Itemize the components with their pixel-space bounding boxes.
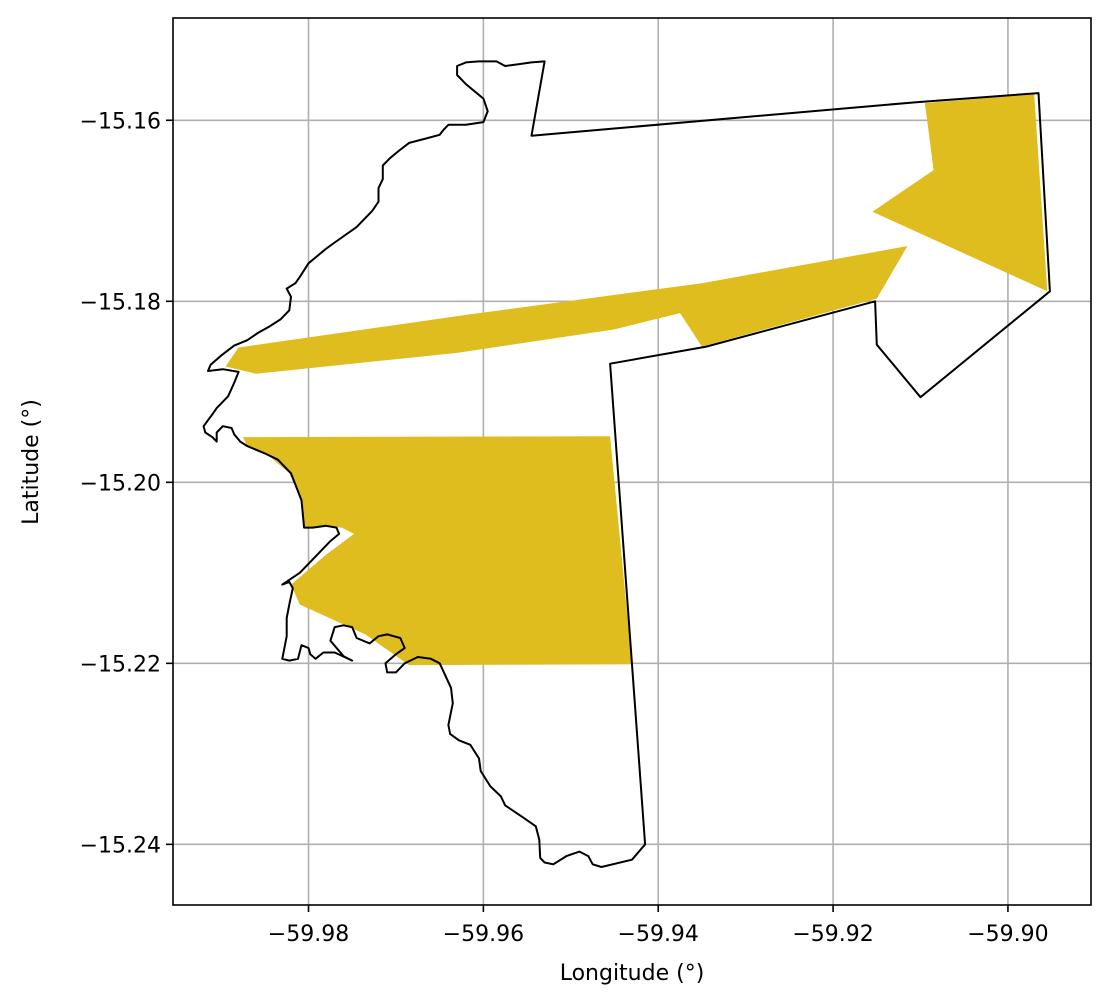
x-tick-label: −59.92	[792, 922, 873, 947]
plot-frame	[172, 17, 1092, 906]
highlight-polygon	[225, 246, 908, 374]
x-tick-label: −59.96	[443, 922, 524, 947]
highlight-polygon	[242, 436, 632, 666]
y-tick-label: −15.20	[80, 471, 161, 496]
highlight-areas	[225, 94, 1048, 666]
y-tick-label: −15.22	[80, 652, 161, 677]
y-tick-label: −15.16	[80, 109, 161, 134]
x-axis-title: Longitude (°)	[560, 961, 705, 986]
y-tick-label: −15.24	[80, 833, 161, 858]
x-tick-label: −59.90	[967, 922, 1048, 947]
y-tick-label: −15.18	[80, 290, 161, 315]
boundary-polygon	[202, 60, 1051, 868]
highlight-polygon	[872, 94, 1048, 292]
x-tick-label: −59.94	[618, 922, 699, 947]
y-axis-title: Latitude (°)	[19, 399, 44, 525]
axis-ticks: −59.98 −59.96 −59.94 −59.92 −59.90 −15.16 −15.…	[80, 109, 1049, 947]
x-tick-label: −59.98	[268, 922, 349, 947]
boundary-outline	[202, 60, 1051, 868]
